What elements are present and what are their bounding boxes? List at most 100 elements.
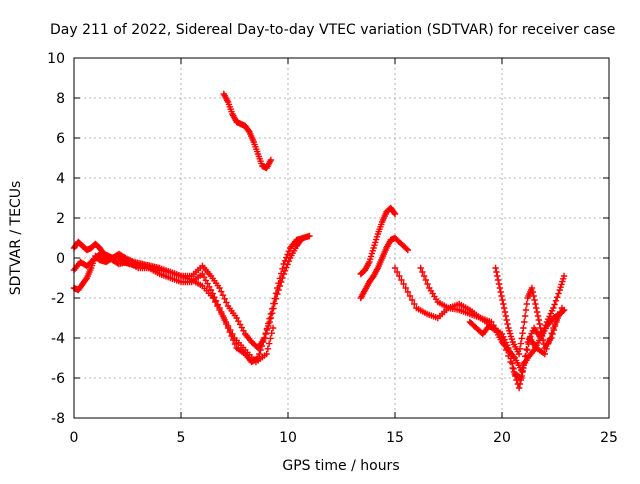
data-point bbox=[404, 288, 412, 296]
x-tick-label: 20 bbox=[493, 430, 511, 446]
data-point bbox=[503, 316, 510, 324]
grid-lines bbox=[74, 58, 609, 418]
data-point bbox=[267, 156, 275, 164]
data-point bbox=[277, 278, 285, 286]
data-point bbox=[417, 264, 424, 272]
y-tick-label: -2 bbox=[51, 291, 65, 307]
x-tick-label: 25 bbox=[600, 430, 618, 446]
data-point bbox=[551, 322, 559, 330]
data-point bbox=[555, 290, 562, 297]
data-point bbox=[560, 307, 567, 314]
y-tick-label: 2 bbox=[56, 211, 65, 227]
data-point bbox=[501, 308, 509, 316]
data-point bbox=[554, 294, 561, 301]
data-point bbox=[263, 326, 271, 334]
y-tick-label: 4 bbox=[56, 171, 65, 187]
data-point bbox=[518, 374, 525, 382]
data-point bbox=[279, 274, 286, 282]
x-tick-label: 0 bbox=[70, 430, 79, 446]
data-point bbox=[550, 304, 557, 312]
data-point bbox=[408, 296, 416, 304]
chart-title: Day 211 of 2022, Sidereal Day-to-day VTE… bbox=[50, 22, 615, 38]
axis-ticks: 0 5 10 15 20 25 -8 -6 -4 -2 0 2 4 6 8 10 bbox=[47, 51, 618, 446]
data-point bbox=[516, 345, 524, 352]
data-point bbox=[219, 292, 227, 299]
data-point bbox=[393, 268, 401, 276]
data-point bbox=[271, 300, 278, 307]
data-point bbox=[216, 284, 223, 292]
series-arc-d bbox=[220, 90, 275, 172]
data-point bbox=[259, 338, 267, 346]
data-point bbox=[214, 302, 221, 310]
data-point bbox=[404, 246, 412, 254]
data-point bbox=[523, 346, 530, 353]
series-arc-a bbox=[70, 232, 313, 352]
data-point bbox=[390, 209, 398, 216]
data-point bbox=[411, 300, 418, 308]
data-point bbox=[515, 350, 523, 358]
data-point bbox=[391, 264, 399, 272]
y-tick-label: -8 bbox=[51, 411, 65, 427]
data-point bbox=[548, 334, 555, 342]
data-point bbox=[276, 282, 284, 290]
data-point bbox=[262, 330, 269, 338]
data-point bbox=[268, 310, 276, 317]
data-point bbox=[516, 374, 524, 381]
data-point bbox=[398, 276, 405, 284]
data-point bbox=[284, 261, 291, 268]
y-tick-label: -6 bbox=[51, 371, 65, 387]
data-point bbox=[535, 316, 543, 324]
data-point bbox=[265, 322, 272, 330]
series-arc-e bbox=[357, 204, 399, 278]
data-point bbox=[221, 295, 228, 302]
y-tick-label: 0 bbox=[56, 251, 65, 267]
data-point bbox=[523, 300, 531, 308]
data-point bbox=[528, 284, 536, 292]
data-point bbox=[520, 324, 527, 332]
data-point bbox=[403, 245, 410, 252]
data-point bbox=[267, 314, 275, 322]
data-point bbox=[406, 292, 414, 300]
data-point bbox=[396, 272, 403, 280]
data-point bbox=[534, 312, 542, 320]
data-point bbox=[274, 290, 281, 298]
data-point bbox=[499, 296, 506, 304]
data-point bbox=[560, 272, 568, 280]
x-axis-label: GPS time / hours bbox=[282, 458, 399, 474]
data-point bbox=[518, 335, 525, 342]
data-point bbox=[270, 305, 277, 312]
data-point bbox=[551, 301, 558, 308]
data-point bbox=[536, 320, 543, 328]
x-tick-label: 10 bbox=[279, 430, 297, 446]
data-point bbox=[306, 232, 313, 240]
data-point bbox=[497, 288, 504, 296]
data-point bbox=[224, 322, 232, 330]
data-point bbox=[492, 264, 499, 272]
data-point bbox=[258, 342, 266, 350]
x-tick-label: 15 bbox=[386, 430, 404, 446]
data-point bbox=[419, 268, 426, 276]
y-axis-label: SDTVAR / TECUs bbox=[8, 181, 24, 296]
data-point bbox=[220, 314, 227, 322]
data-point bbox=[281, 267, 289, 274]
data-point bbox=[531, 296, 538, 304]
data-point bbox=[424, 280, 431, 288]
data-point bbox=[510, 365, 517, 372]
data-point bbox=[533, 304, 540, 312]
data-point bbox=[267, 335, 274, 342]
data-point bbox=[519, 330, 526, 337]
data-point bbox=[541, 350, 548, 358]
data-point bbox=[256, 350, 263, 358]
data-point bbox=[280, 270, 287, 278]
data-point bbox=[297, 236, 305, 244]
data-point bbox=[265, 340, 273, 347]
data-point bbox=[391, 210, 399, 218]
data-point bbox=[494, 276, 502, 284]
data-point bbox=[257, 346, 264, 354]
data-point bbox=[231, 340, 239, 348]
data-point bbox=[550, 326, 557, 334]
data-point bbox=[263, 350, 270, 358]
data-point bbox=[493, 268, 500, 276]
data-point bbox=[283, 264, 290, 271]
